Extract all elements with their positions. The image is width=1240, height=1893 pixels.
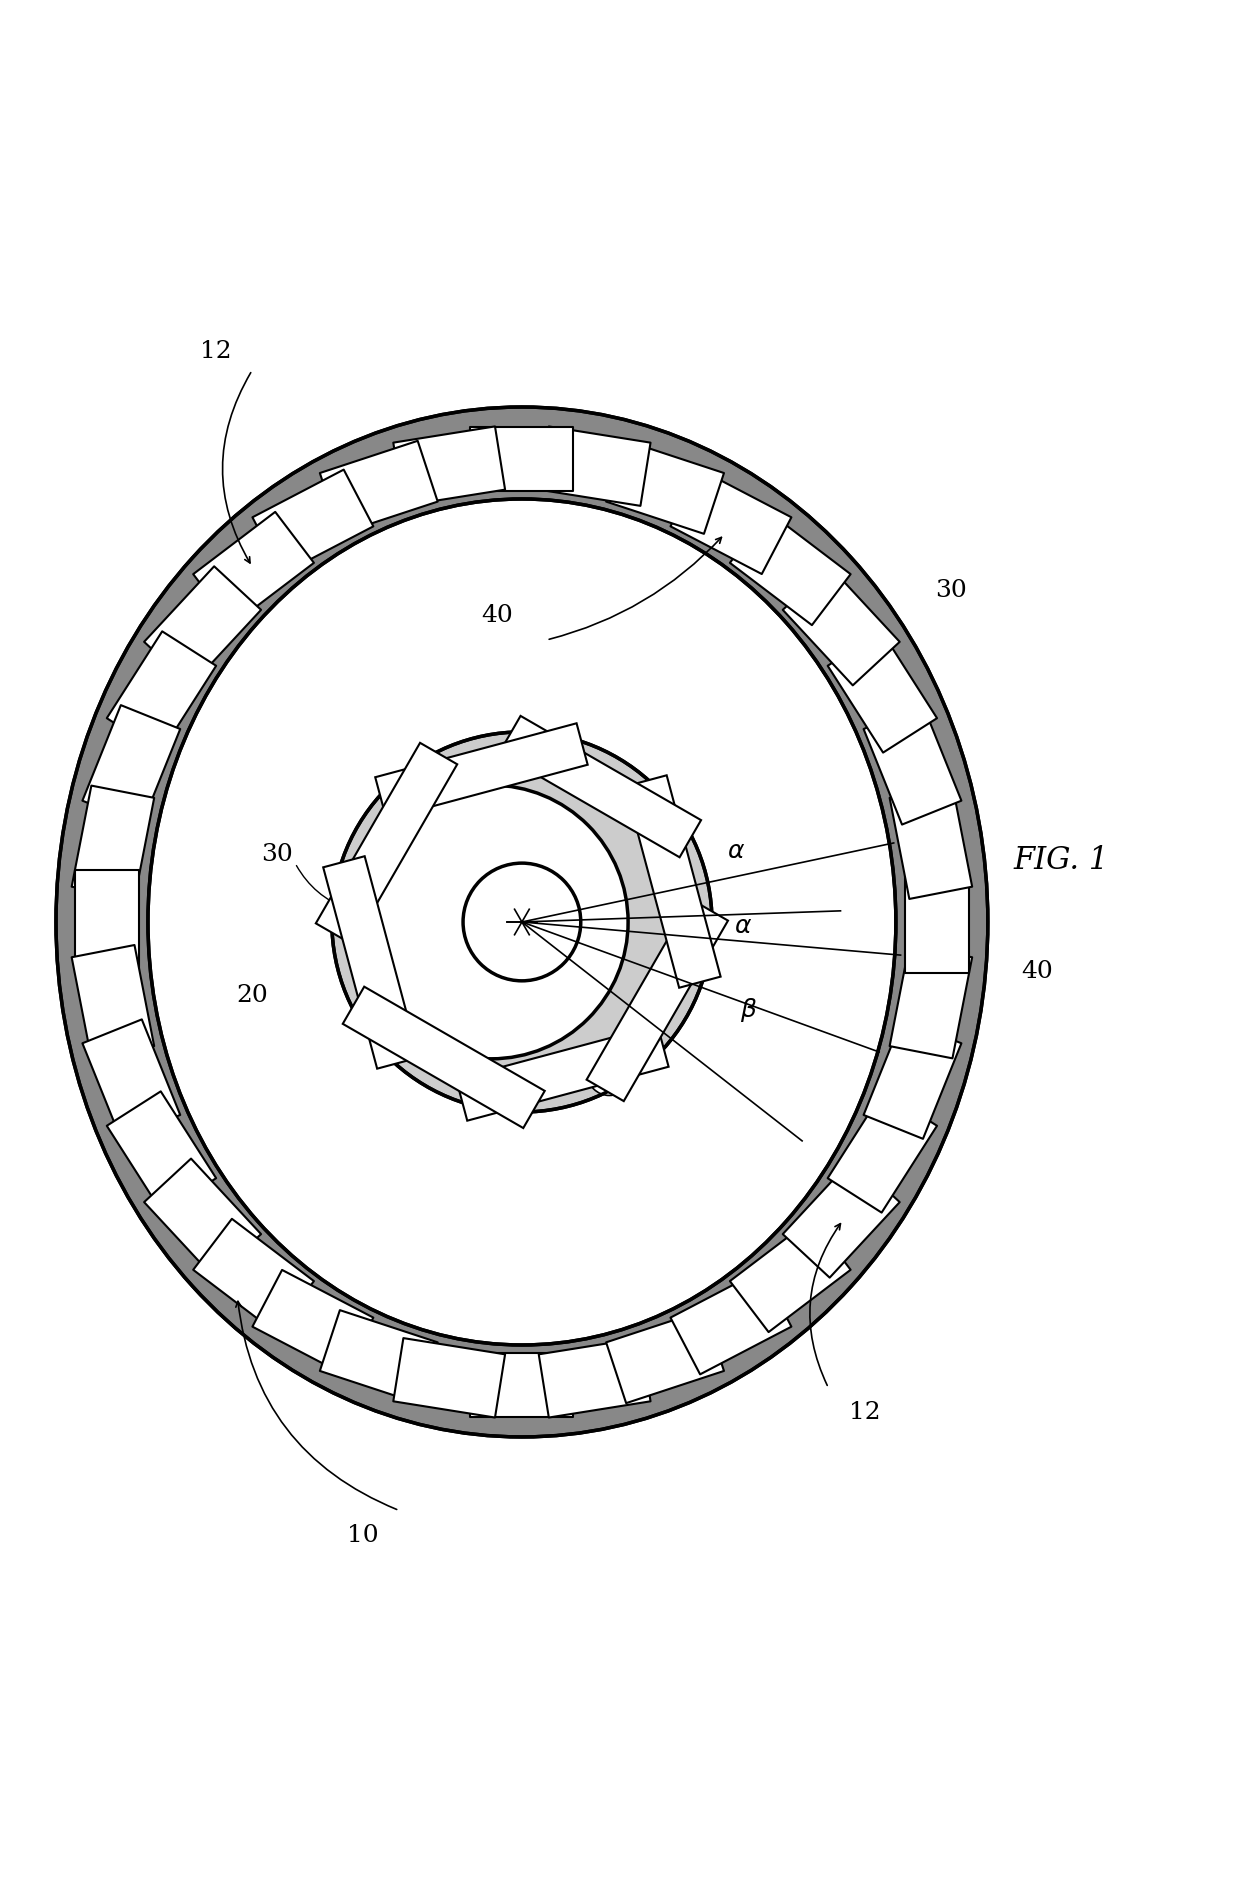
Polygon shape [144, 1159, 262, 1278]
Circle shape [463, 863, 580, 981]
Ellipse shape [148, 500, 895, 1346]
Circle shape [588, 1051, 631, 1096]
Polygon shape [538, 1338, 651, 1418]
Circle shape [355, 786, 629, 1058]
Polygon shape [671, 1270, 791, 1374]
Polygon shape [393, 426, 505, 505]
Polygon shape [107, 632, 216, 753]
Polygon shape [324, 856, 419, 1070]
Polygon shape [538, 426, 651, 505]
Text: S: S [422, 905, 439, 928]
Text: 40: 40 [1021, 960, 1053, 982]
Text: 30: 30 [935, 579, 967, 602]
Polygon shape [827, 1092, 937, 1213]
Polygon shape [889, 786, 972, 899]
Polygon shape [470, 428, 573, 490]
Polygon shape [393, 1338, 505, 1418]
Polygon shape [193, 1219, 314, 1333]
Polygon shape [144, 566, 262, 685]
Polygon shape [730, 1219, 851, 1333]
Text: 40: 40 [481, 604, 513, 627]
Polygon shape [316, 742, 458, 945]
Circle shape [332, 733, 712, 1111]
Text: FIG. 1: FIG. 1 [1014, 844, 1109, 876]
Ellipse shape [154, 505, 890, 1338]
Polygon shape [587, 899, 728, 1102]
Polygon shape [253, 1270, 373, 1374]
Text: 12: 12 [849, 1401, 882, 1424]
Polygon shape [730, 511, 851, 625]
Text: 20: 20 [237, 984, 268, 1007]
Polygon shape [782, 566, 900, 685]
Polygon shape [470, 1353, 573, 1418]
Polygon shape [889, 945, 972, 1058]
Text: $\alpha$: $\alpha$ [734, 914, 751, 937]
Polygon shape [342, 986, 544, 1128]
Polygon shape [253, 469, 373, 574]
Text: $\beta$: $\beta$ [740, 996, 758, 1024]
Polygon shape [82, 704, 180, 825]
Text: 12: 12 [200, 341, 231, 363]
Polygon shape [376, 723, 588, 818]
Polygon shape [827, 632, 937, 753]
Polygon shape [863, 704, 961, 825]
Text: 20: 20 [458, 763, 489, 786]
Polygon shape [606, 1310, 724, 1403]
Text: 10: 10 [347, 1524, 378, 1547]
Polygon shape [498, 716, 701, 858]
Polygon shape [74, 871, 139, 973]
Polygon shape [625, 776, 720, 988]
Polygon shape [320, 441, 438, 534]
Text: 30: 30 [260, 842, 293, 865]
Ellipse shape [56, 407, 988, 1437]
Polygon shape [107, 1092, 216, 1213]
Polygon shape [606, 441, 724, 534]
Text: $\alpha$: $\alpha$ [728, 839, 745, 863]
Polygon shape [193, 511, 314, 625]
Polygon shape [72, 945, 154, 1058]
Polygon shape [905, 871, 970, 973]
Polygon shape [863, 1020, 961, 1140]
Polygon shape [82, 1020, 180, 1140]
Polygon shape [782, 1159, 900, 1278]
Polygon shape [72, 786, 154, 899]
Polygon shape [320, 1310, 438, 1403]
Polygon shape [671, 469, 791, 574]
Text: 11: 11 [591, 897, 624, 922]
Polygon shape [456, 1026, 668, 1121]
